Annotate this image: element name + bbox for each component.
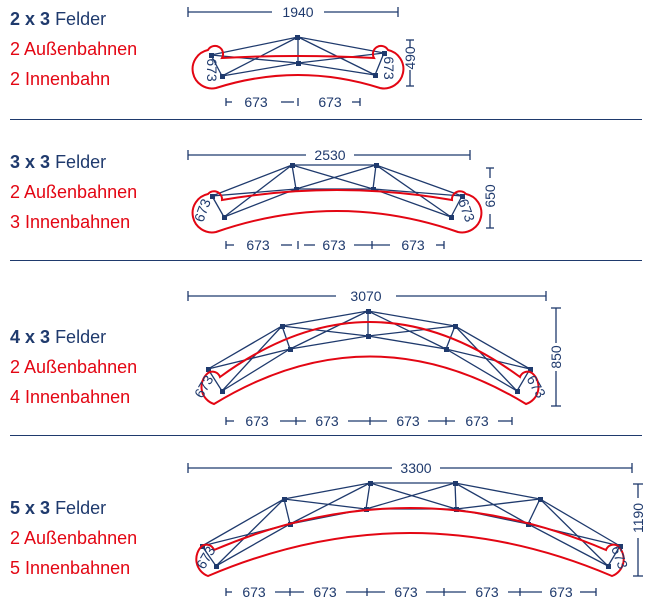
field-count: 2 x 3 xyxy=(10,9,51,29)
configuration-label: 2 x 3 Felder 2 Außenbahnen 2 Innenbahn xyxy=(10,4,137,94)
width-dimension: 3300 xyxy=(400,460,431,476)
separator xyxy=(10,119,642,120)
booth-diagram: 673 673 2530 650 673 673 673 xyxy=(187,147,498,253)
inner-lanes: 5 Innenbahnen xyxy=(10,558,131,578)
bottom-dimension: 673 xyxy=(246,237,270,253)
bottom-dimension: 673 xyxy=(549,584,573,600)
bottom-dimension: 673 xyxy=(242,584,266,600)
bottom-dimension: 673 xyxy=(396,413,420,429)
configuration-label: 4 x 3 Felder 2 Außenbahnen 4 Innenbahnen xyxy=(10,322,137,412)
booth-diagram: 673 673 3300 1190 673 673 673 673 673 xyxy=(187,460,646,600)
felder-label: Felder xyxy=(55,9,107,29)
felder-label: Felder xyxy=(55,327,107,347)
segment-label: 673 xyxy=(608,544,631,572)
outer-lanes: 2 Außenbahnen xyxy=(10,528,138,548)
felder-label: Felder xyxy=(55,152,107,172)
segment-label: 673 xyxy=(455,197,478,225)
felder-label: Felder xyxy=(55,498,107,518)
bottom-dimension: 673 xyxy=(401,237,425,253)
bottom-dimension: 673 xyxy=(245,413,269,429)
segment-label: 673 xyxy=(524,372,550,400)
inner-lanes: 2 Innenbahn xyxy=(10,69,111,89)
bottom-dimension: 673 xyxy=(244,94,268,110)
width-dimension: 1940 xyxy=(282,4,313,20)
bottom-dimension: 673 xyxy=(315,413,339,429)
bottom-dimension: 673 xyxy=(318,94,342,110)
bottom-dimension: 673 xyxy=(394,584,418,600)
inner-lanes: 3 Innenbahnen xyxy=(10,212,131,232)
outer-lanes: 2 Außenbahnen xyxy=(10,357,138,377)
booth-diagram: 673 673 3070 850 673 673 673 673 xyxy=(187,288,564,429)
outer-lanes: 2 Außenbahnen xyxy=(10,182,138,202)
bottom-dimension: 673 xyxy=(475,584,499,600)
inner-lanes: 4 Innenbahnen xyxy=(10,387,131,407)
height-dimension: 490 xyxy=(402,46,418,70)
outer-lanes: 2 Außenbahnen xyxy=(10,39,138,59)
segment-label: 673 xyxy=(381,56,397,80)
bottom-dimension: 673 xyxy=(465,413,489,429)
height-dimension: 650 xyxy=(482,184,498,208)
configuration-label: 5 x 3 Felder 2 Außenbahnen 5 Innenbahnen xyxy=(10,493,137,583)
booth-diagram: 673 673 1940 490 673 673 xyxy=(187,4,418,110)
segment-label: 673 xyxy=(191,196,214,224)
segment-label: 673 xyxy=(204,58,220,82)
height-dimension: 1190 xyxy=(630,503,646,533)
height-dimension: 850 xyxy=(548,345,564,369)
field-count: 5 x 3 xyxy=(10,498,51,518)
field-count: 3 x 3 xyxy=(10,152,51,172)
width-dimension: 2530 xyxy=(314,147,345,163)
bottom-dimension: 673 xyxy=(313,584,337,600)
bottom-dimension: 673 xyxy=(322,237,346,253)
separator xyxy=(10,435,642,436)
width-dimension: 3070 xyxy=(350,288,381,304)
configuration-label: 3 x 3 Felder 2 Außenbahnen 3 Innenbahnen xyxy=(10,147,137,237)
separator xyxy=(10,260,642,261)
field-count: 4 x 3 xyxy=(10,327,51,347)
